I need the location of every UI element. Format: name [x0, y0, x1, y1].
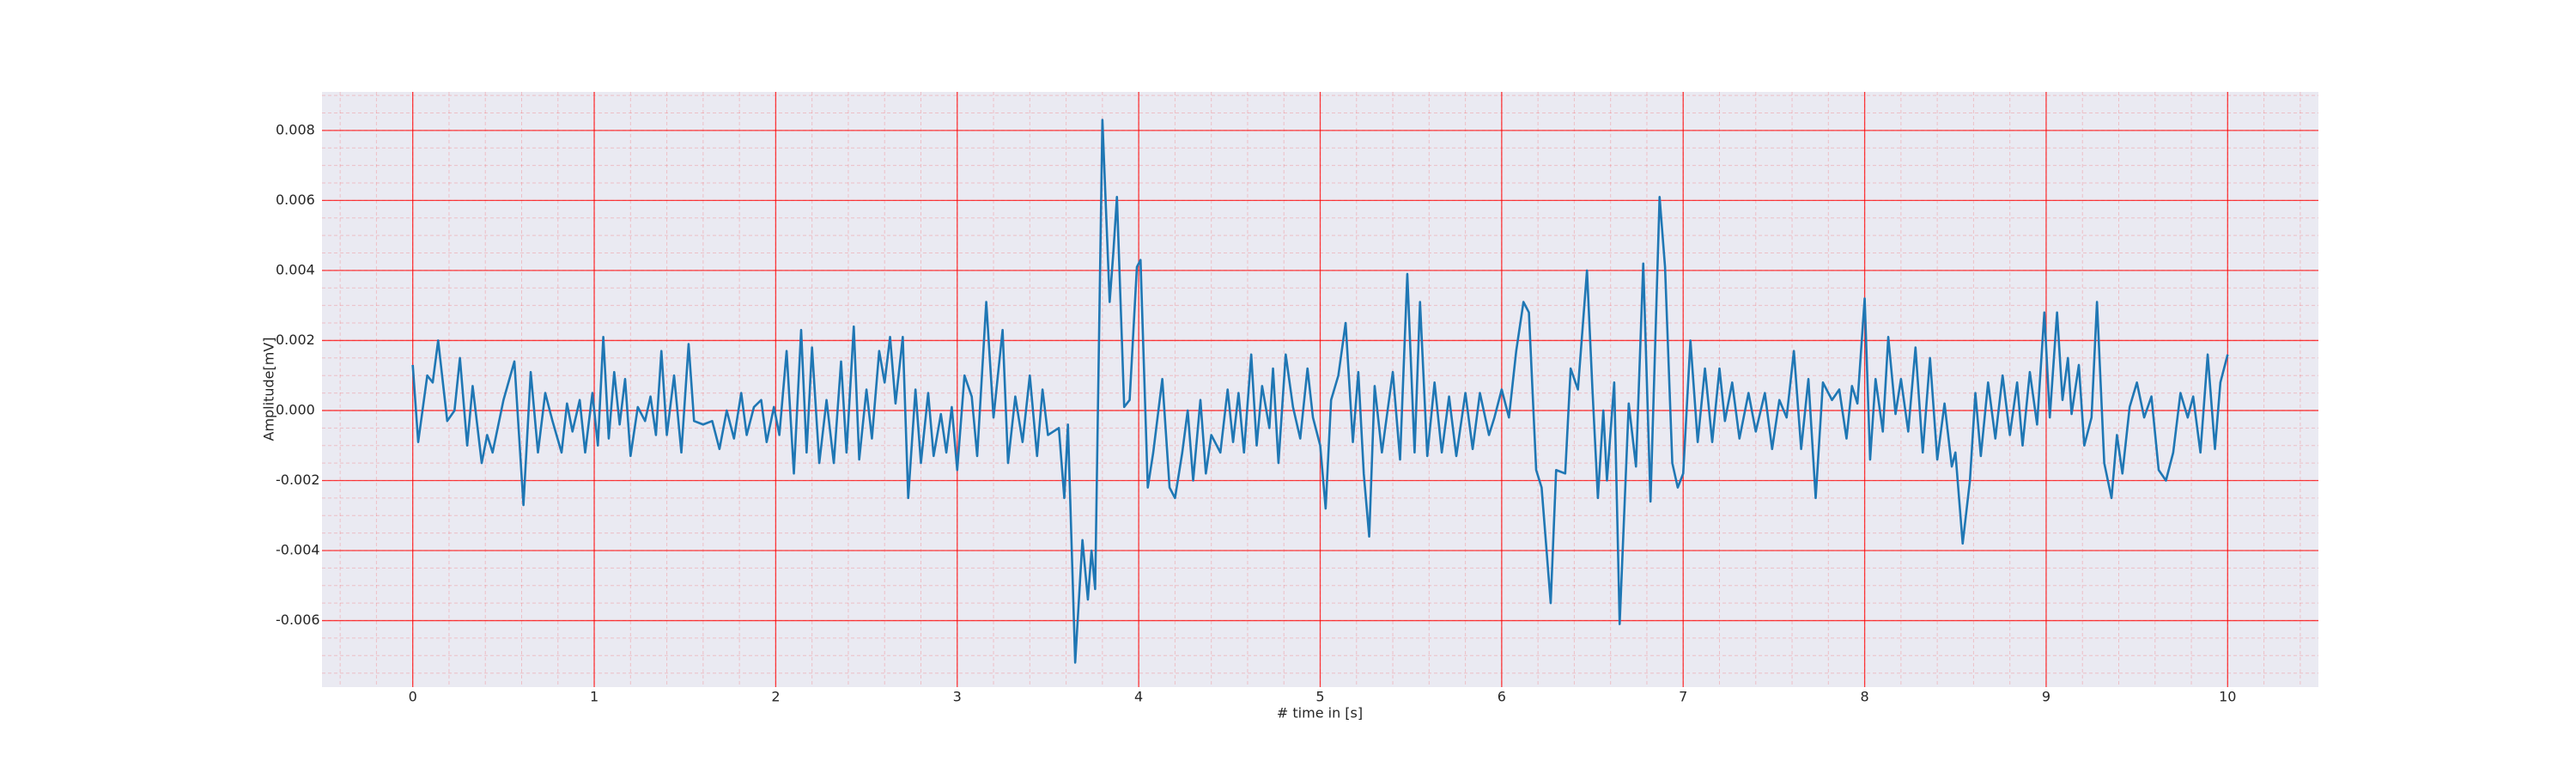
- x-tick-label: 1: [590, 689, 598, 705]
- x-tick-label: 3: [953, 689, 962, 705]
- x-tick-label: 5: [1315, 689, 1324, 705]
- x-tick-label: 10: [2219, 689, 2236, 705]
- y-tick-label: 0.002: [276, 332, 315, 348]
- y-tick-label: 0.008: [276, 121, 315, 137]
- y-axis-label: Amplitude[mV]: [261, 337, 277, 441]
- y-tick-label: -0.006: [276, 612, 320, 628]
- x-tick-label: 8: [1860, 689, 1868, 705]
- y-tick-label: -0.004: [276, 542, 320, 558]
- y-tick-label: 0.004: [276, 261, 315, 277]
- y-tick-label: 0.006: [276, 192, 315, 208]
- x-tick-label: 9: [2042, 689, 2050, 705]
- x-tick-label: 7: [1679, 689, 1687, 705]
- y-tick-label: 0.000: [276, 401, 315, 417]
- signal-line: [411, 119, 2229, 664]
- x-axis-label: # time in [s]: [1277, 705, 1363, 721]
- x-tick-label: 6: [1498, 689, 1506, 705]
- x-tick-label: 4: [1134, 689, 1143, 705]
- x-tick-label: 0: [409, 689, 417, 705]
- y-tick-label: -0.002: [276, 472, 320, 488]
- x-tick-label: 2: [771, 689, 780, 705]
